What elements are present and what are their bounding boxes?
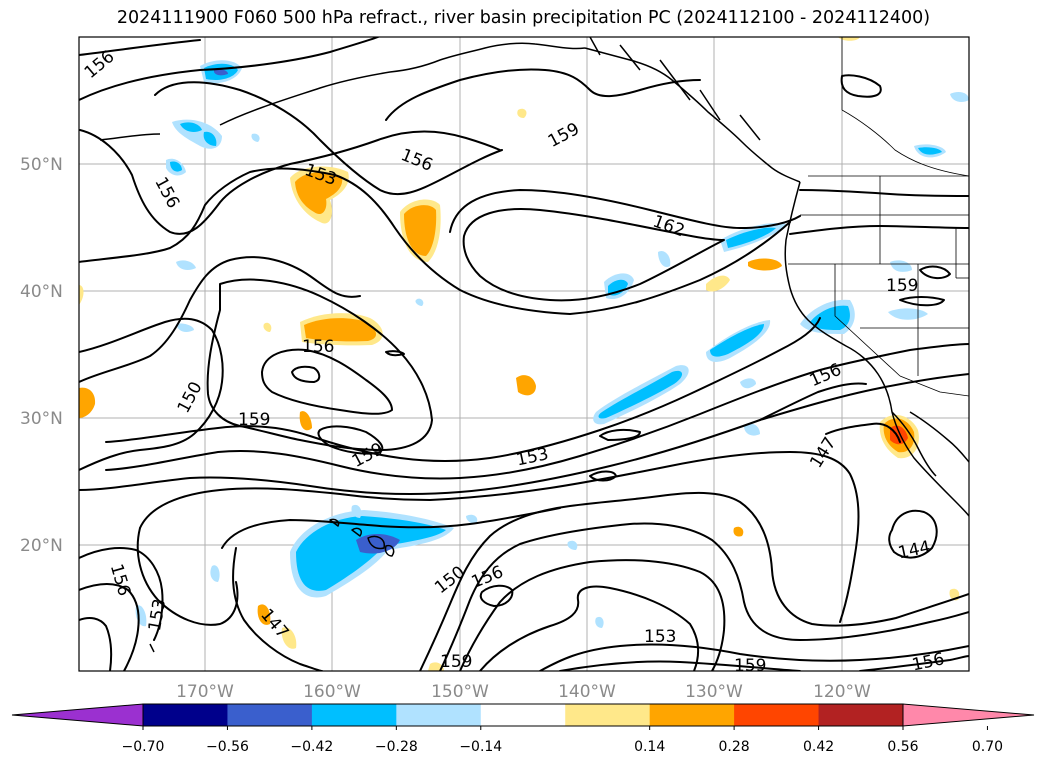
colorbar-tick-label: 0.70 — [972, 739, 1003, 755]
precip-patch-positive — [733, 526, 744, 537]
latitude-labels: 50°N 40°N 30°N 20°N — [20, 155, 63, 556]
colorbar-tick-labels: −0.70 −0.56 −0.42 −0.28 −0.14 0.14 0.28 … — [122, 739, 1003, 755]
precip-patch-negative — [214, 69, 228, 76]
colorbar-cell — [396, 704, 482, 726]
colorbar-extension-high — [903, 704, 1034, 726]
colorbar-cell — [480, 704, 566, 726]
refractivity-contours — [79, 37, 969, 671]
precip-patch-positive — [838, 37, 860, 41]
precip-patch-negative — [203, 131, 217, 146]
colorbar: −0.70 −0.56 −0.42 −0.28 −0.14 0.14 0.28 … — [11, 703, 1035, 755]
coastlines — [99, 37, 969, 653]
precip-patch-positive — [748, 258, 782, 271]
precip-patch-positive — [706, 275, 730, 292]
lat-label: 30°N — [20, 409, 63, 429]
precip-patch-negative — [595, 616, 604, 628]
precip-patch-negative — [567, 540, 578, 550]
contour-label: 159 — [440, 652, 472, 672]
lon-label: 140°W — [558, 682, 616, 702]
precip-patch-negative — [415, 298, 424, 306]
colorbar-tick-label: −0.70 — [122, 739, 165, 755]
precip-patch-positive — [517, 108, 527, 118]
lon-label: 150°W — [431, 682, 489, 702]
colorbar-tick-label: −0.42 — [290, 739, 333, 755]
precip-patch-negative — [170, 161, 182, 172]
colorbar-cell — [227, 704, 313, 726]
colorbar-tick-label: 0.14 — [634, 739, 665, 755]
contour-label: 153 — [644, 627, 676, 647]
contour-label: 159 — [734, 656, 766, 676]
precip-patch-negative — [744, 423, 760, 436]
contour-label: 156 — [910, 649, 946, 675]
precip-patch-negative — [466, 514, 478, 524]
precip-patch-positive — [516, 375, 536, 396]
precip-patch-positive — [79, 387, 96, 418]
precip-patch-negative — [918, 147, 942, 155]
contour-label: 159 — [886, 276, 918, 296]
precip-patch-positive — [304, 318, 377, 342]
colorbar-cell — [649, 704, 735, 726]
colorbar-tick-label: −0.14 — [459, 739, 502, 755]
precip-patch-negative — [210, 565, 220, 582]
precip-patch-negative — [180, 122, 202, 132]
map-panel — [79, 37, 969, 671]
longitude-labels: 170°W 160°W 150°W 140°W 130°W 120°W — [176, 682, 871, 702]
precip-patch-positive — [295, 172, 343, 215]
precip-patch-negative — [356, 534, 400, 554]
precip-shading — [79, 37, 969, 671]
precip-patch-negative — [176, 260, 196, 270]
precip-patch-negative — [251, 133, 260, 142]
precip-patch-negative — [598, 370, 683, 419]
contour-label: 156 — [302, 337, 334, 357]
precip-patch-negative — [890, 260, 912, 272]
precip-patch-negative — [658, 250, 671, 268]
graticule — [79, 37, 969, 671]
precip-patch-positive — [281, 627, 297, 649]
map-title: 2024111900 F060 500 hPa refract., river … — [116, 8, 931, 28]
precip-patch-positive — [299, 411, 312, 431]
colorbar-cell — [818, 704, 904, 726]
precip-patch-negative — [351, 504, 362, 518]
precip-patch-positive — [404, 205, 437, 256]
precip-patch-positive — [890, 425, 908, 445]
lon-label: 170°W — [176, 682, 234, 702]
precip-patch-negative — [950, 92, 969, 102]
colorbar-cell — [311, 704, 397, 726]
precip-patch-negative — [608, 279, 628, 296]
lon-label: 120°W — [813, 682, 871, 702]
colorbar-tick-label: 0.56 — [887, 739, 918, 755]
colorbar-cell — [143, 704, 228, 726]
precip-patch-negative — [710, 324, 764, 357]
colorbar-cell — [565, 704, 651, 726]
lon-label: 130°W — [685, 682, 743, 702]
map-frame — [78, 36, 970, 672]
lat-label: 40°N — [20, 282, 63, 302]
colorbar-tick-label: 0.28 — [719, 739, 750, 755]
precip-patch-negative — [810, 305, 850, 330]
lon-label: 160°W — [303, 682, 361, 702]
precip-patch-negative — [726, 227, 776, 248]
precip-patch-negative — [740, 378, 756, 389]
colorbar-tick-label: 0.42 — [803, 739, 834, 755]
precip-patch-positive — [263, 322, 272, 332]
lat-label: 50°N — [20, 155, 63, 175]
lat-label: 20°N — [20, 536, 63, 556]
colorbar-extension-low — [12, 704, 143, 726]
contour-label: 159 — [238, 410, 270, 430]
colorbar-tick-label: −0.28 — [375, 739, 418, 755]
precip-patch-negative — [176, 323, 194, 332]
colorbar-tick-label: −0.56 — [206, 739, 249, 755]
colorbar-cell — [734, 704, 820, 726]
precip-patch-positive — [79, 285, 84, 305]
precip-patch-positive — [257, 604, 271, 625]
